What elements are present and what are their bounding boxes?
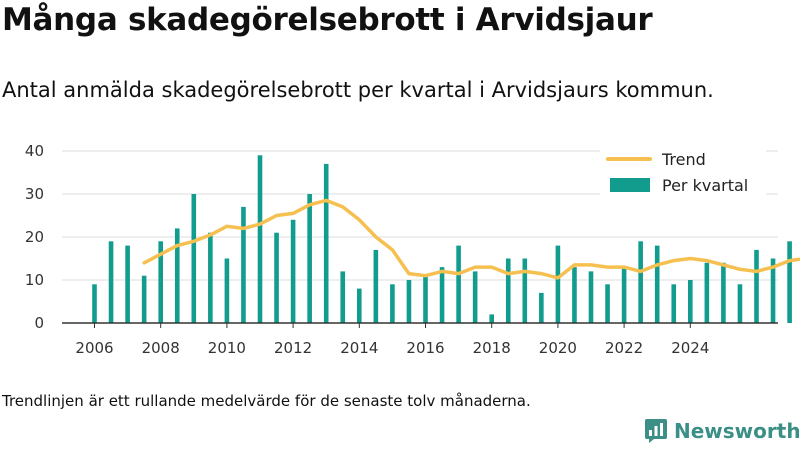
bar bbox=[241, 206, 246, 323]
bar bbox=[671, 284, 677, 323]
bar bbox=[340, 271, 346, 323]
bar bbox=[787, 241, 792, 323]
trend-line bbox=[142, 198, 800, 280]
bar bbox=[357, 288, 362, 323]
bar bbox=[721, 262, 726, 323]
x-tick-label: 2006 bbox=[75, 339, 113, 357]
trend-series bbox=[142, 198, 800, 280]
x-tick-label: 2016 bbox=[406, 339, 444, 357]
x-tick-label: 2022 bbox=[605, 339, 643, 357]
bar bbox=[423, 275, 428, 323]
bar bbox=[224, 258, 230, 323]
x-tick-label: 2020 bbox=[539, 339, 577, 357]
y-tick-label: 20 bbox=[25, 228, 44, 246]
bar bbox=[141, 275, 147, 323]
bar bbox=[158, 241, 163, 323]
x-tick-label: 2018 bbox=[473, 339, 511, 357]
y-tick-label: 40 bbox=[25, 142, 44, 160]
bar bbox=[737, 284, 743, 323]
newsworthy-logo-icon bbox=[645, 419, 667, 443]
bar bbox=[638, 241, 643, 323]
bar bbox=[125, 245, 130, 323]
bar bbox=[654, 245, 660, 323]
x-tick-label: 2010 bbox=[208, 339, 246, 357]
bar bbox=[290, 219, 296, 323]
bar bbox=[108, 241, 114, 323]
bar bbox=[406, 280, 412, 323]
y-tick-label: 0 bbox=[34, 314, 44, 332]
bar bbox=[390, 284, 395, 323]
bar bbox=[92, 284, 97, 323]
x-axis: 2006 2008 2010 2012 2014 2016 2018 2020 2022 2024 bbox=[62, 322, 778, 357]
bar bbox=[522, 258, 528, 323]
bar bbox=[191, 194, 197, 323]
bar bbox=[621, 267, 627, 323]
bar bbox=[605, 284, 610, 323]
bar bbox=[257, 155, 263, 323]
bar-series bbox=[92, 155, 792, 323]
legend-bar-swatch bbox=[610, 178, 650, 192]
bar bbox=[505, 258, 511, 323]
brand-logo: Newsworthy bbox=[644, 418, 800, 444]
footnote: Trendlinjen är ett rullande medelvärde f… bbox=[2, 392, 531, 410]
bar bbox=[704, 262, 710, 323]
bar bbox=[373, 249, 379, 323]
legend-bar-label: Per kvartal bbox=[662, 176, 748, 195]
x-tick-label: 2012 bbox=[274, 339, 312, 357]
bar bbox=[323, 163, 329, 323]
x-tick-label: 2014 bbox=[340, 339, 378, 357]
bar bbox=[688, 280, 693, 323]
chart-subtitle: Antal anmälda skadegörelsebrott per kvar… bbox=[2, 78, 714, 102]
bar bbox=[572, 267, 577, 323]
bar bbox=[754, 249, 759, 323]
bar bbox=[274, 232, 279, 323]
y-tick-label: 30 bbox=[25, 185, 44, 203]
bar bbox=[489, 314, 494, 323]
legend: Trend Per kvartal bbox=[600, 146, 766, 198]
bar bbox=[588, 271, 594, 323]
bar bbox=[307, 194, 312, 323]
bar bbox=[174, 228, 180, 323]
chart-title: Många skadegörelsebrott i Arvidsjaur bbox=[2, 2, 653, 38]
bar bbox=[439, 267, 445, 323]
x-tick-label: 2024 bbox=[671, 339, 709, 357]
bar bbox=[555, 245, 561, 323]
bar bbox=[456, 245, 461, 323]
bar bbox=[539, 292, 544, 323]
x-tick-label: 2008 bbox=[142, 339, 180, 357]
y-tick-label: 10 bbox=[25, 271, 44, 289]
bar bbox=[770, 258, 776, 323]
bar bbox=[208, 232, 213, 323]
bar bbox=[472, 271, 478, 323]
brand-name: Newsworthy bbox=[674, 419, 800, 443]
legend-trend-label: Trend bbox=[661, 150, 706, 169]
